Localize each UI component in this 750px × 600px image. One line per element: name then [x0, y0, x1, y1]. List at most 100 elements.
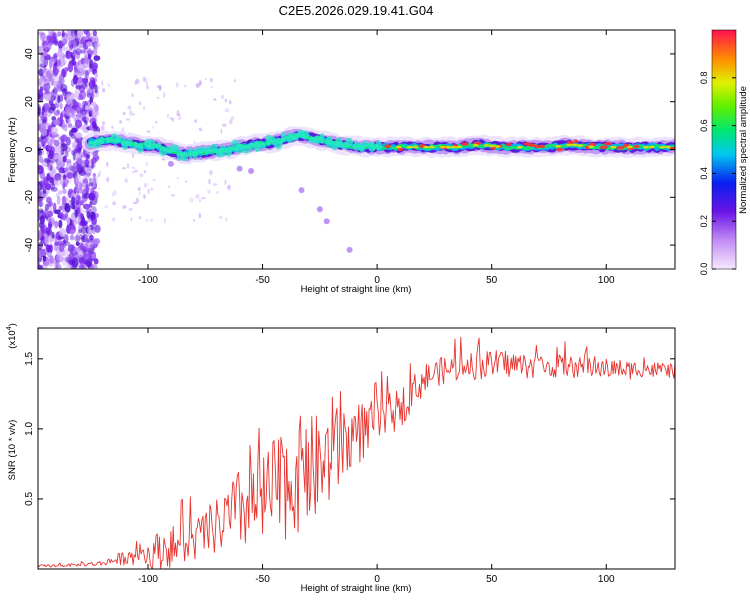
noise-speck	[195, 194, 200, 199]
noise-speck	[53, 119, 61, 126]
y-tick-label: 20	[24, 96, 35, 108]
noise-speck	[127, 163, 129, 169]
ridge-blob	[489, 144, 496, 148]
noise-speck	[64, 167, 69, 172]
noise-speck	[91, 264, 98, 269]
noise-speck	[90, 205, 97, 214]
noise-speck	[52, 209, 60, 214]
noise-speck	[92, 30, 97, 37]
noise-speck	[45, 102, 51, 112]
noise-speck	[53, 139, 60, 147]
noise-speck	[208, 178, 211, 185]
noise-speck	[84, 159, 90, 165]
noise-speck	[119, 120, 122, 124]
noise-speck	[122, 205, 127, 209]
noise-speck	[59, 174, 64, 185]
ridge-blob	[461, 142, 469, 146]
noise-speck	[208, 169, 213, 176]
noise-speck	[142, 106, 146, 111]
noise-speck	[39, 51, 47, 57]
noise-speck	[111, 125, 114, 129]
noise-speck	[60, 143, 68, 152]
noise-speck	[67, 30, 74, 37]
noise-speck	[143, 194, 146, 200]
noise-speck	[49, 255, 54, 264]
noise-speck	[201, 197, 206, 200]
noise-speck	[65, 50, 72, 60]
noise-speck	[50, 126, 58, 136]
noise-speck	[76, 187, 80, 194]
noise-speck	[38, 136, 44, 143]
ridge-blob	[368, 142, 376, 152]
noise-speck	[199, 80, 202, 86]
noise-speck	[80, 226, 88, 234]
noise-speck	[83, 179, 88, 184]
noise-speck	[49, 244, 53, 253]
noise-speck	[210, 85, 214, 89]
noise-speck	[40, 141, 47, 148]
ridge-blob	[573, 139, 579, 144]
noise-speck	[229, 118, 233, 125]
noise-speck	[77, 39, 84, 45]
noise-speck	[61, 35, 69, 44]
noise-speck	[45, 46, 51, 51]
ridge-blob	[384, 144, 392, 149]
noise-speck	[42, 58, 49, 68]
noise-speck	[131, 170, 136, 174]
noise-speck	[61, 256, 69, 266]
noise-speck	[84, 235, 88, 244]
noise-speck	[221, 94, 224, 100]
noise-speck	[88, 182, 94, 187]
noise-speck	[222, 123, 227, 128]
colorbar-tick-label: 0.6	[699, 119, 709, 132]
noise-speck	[176, 176, 180, 180]
noise-speck	[67, 62, 74, 73]
ridge-blob	[301, 130, 310, 140]
noise-speck	[45, 122, 51, 130]
side-lobe	[323, 218, 330, 225]
noise-speck	[121, 127, 125, 133]
noise-speck	[76, 30, 82, 39]
noise-speck	[143, 182, 148, 188]
snr-x-axis: -100 -50 0 50 100	[138, 328, 615, 585]
noise-speck	[51, 231, 55, 239]
noise-speck	[59, 102, 63, 110]
noise-speck	[57, 49, 62, 58]
noise-speck	[77, 195, 82, 201]
noise-speck	[77, 216, 82, 223]
noise-speck	[65, 241, 71, 247]
ridge-blob	[555, 144, 562, 148]
noise-speck	[76, 181, 83, 191]
noise-speck	[58, 41, 63, 51]
noise-speck	[146, 85, 150, 90]
noise-speck	[80, 37, 85, 45]
noise-speck	[38, 106, 41, 116]
y-tick-label: -20	[24, 190, 35, 205]
ridge-blob	[534, 144, 541, 149]
noise-speck	[85, 208, 92, 214]
spectrogram-x-label: Height of straight line (km)	[301, 284, 412, 295]
noise-speck	[59, 94, 64, 103]
noise-speck	[72, 74, 79, 85]
noise-speck	[38, 156, 44, 163]
noise-speck	[91, 253, 97, 259]
colorbar-label: Normalized spectral amplitude	[738, 86, 749, 214]
noise-speck	[129, 207, 133, 212]
noise-speck	[64, 212, 69, 219]
noise-speck	[74, 152, 83, 162]
ridge-blob	[406, 145, 413, 149]
noise-speck	[176, 113, 180, 116]
noise-speck	[38, 208, 44, 214]
noise-speck	[38, 164, 44, 175]
noise-speck	[185, 180, 188, 183]
noise-speck	[69, 165, 77, 172]
noise-speck	[193, 119, 198, 123]
noise-speck	[167, 185, 171, 188]
noise-speck	[38, 123, 41, 131]
noise-speck	[189, 197, 194, 203]
noise-speck	[53, 110, 60, 117]
colorbar-tick-label: 0.4	[699, 167, 709, 180]
noise-speck	[99, 169, 101, 176]
x-tick-label: -50	[255, 275, 270, 286]
noise-speck	[79, 189, 87, 195]
